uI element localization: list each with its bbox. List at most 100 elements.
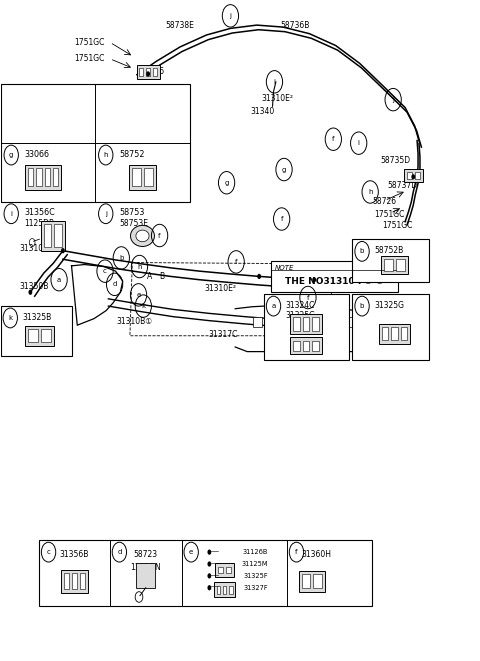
Text: 58735D: 58735D [381,157,410,165]
Bar [80,573,84,590]
Text: 1751GC: 1751GC [74,54,105,63]
Text: h: h [137,264,142,270]
Text: 1751GC: 1751GC [382,221,412,230]
Text: 33066: 33066 [24,150,49,159]
Bar [214,582,236,597]
Circle shape [207,561,211,566]
Bar [293,340,300,350]
Text: NOTE: NOTE [275,264,294,270]
Text: j: j [105,211,107,217]
Text: f: f [235,259,238,265]
Text: 58736B: 58736B [280,21,310,30]
Text: c: c [103,268,107,274]
Bar [226,566,231,573]
Text: B: B [159,272,164,281]
Bar [299,570,325,592]
Bar [290,337,322,354]
Bar [44,224,51,247]
Bar [137,65,159,79]
Ellipse shape [131,225,155,247]
Text: f: f [295,549,298,555]
Bar [293,317,300,330]
Bar [404,169,423,182]
Text: 31325B: 31325B [22,313,51,322]
Bar [25,326,54,346]
Bar [303,317,309,330]
Text: 31317C: 31317C [209,330,238,339]
Bar [401,327,407,340]
Text: b: b [119,255,123,261]
Text: e: e [136,292,141,298]
Text: 31325F: 31325F [243,573,268,579]
Text: 31350B: 31350B [20,282,49,291]
Text: f: f [280,216,283,222]
Bar [0,306,72,356]
Bar [36,168,42,186]
Text: k: k [8,315,12,321]
Bar [129,165,156,190]
Bar [218,566,223,573]
Text: 31356C: 31356C [24,208,55,217]
Bar [415,173,420,178]
Text: 31324C: 31324C [286,301,315,310]
Text: i: i [10,211,12,217]
Bar [28,168,34,186]
Text: b: b [360,249,364,254]
Bar [25,165,61,190]
Text: k: k [141,303,145,309]
Text: 31126B: 31126B [242,549,268,555]
Text: 58726: 58726 [141,67,165,76]
Bar [271,260,398,292]
Bar [285,317,294,327]
Text: g: g [225,180,229,186]
Bar [136,563,156,588]
Text: 31310E²: 31310E² [205,284,237,293]
Text: a: a [271,303,276,309]
Bar [215,563,234,576]
Text: g: g [9,152,13,158]
Text: 58753E: 58753E [119,219,148,228]
Bar [352,239,429,282]
Bar [72,573,77,590]
Bar [348,317,357,327]
Text: 1125DN: 1125DN [131,563,161,572]
Text: a: a [57,277,61,283]
Text: 58752B: 58752B [374,246,403,255]
Bar [144,168,153,186]
Bar [223,586,227,594]
Text: 58752: 58752 [119,150,144,159]
Text: h: h [368,189,372,195]
Bar [264,294,349,360]
Bar [382,327,388,340]
Bar [391,327,398,340]
Text: d: d [112,282,117,288]
Bar [132,168,141,186]
Text: 31356B: 31356B [60,550,89,559]
Text: 58753: 58753 [119,208,144,217]
Text: f: f [158,233,161,239]
Text: 31340: 31340 [251,107,275,116]
Bar [332,317,341,327]
Text: 58738E: 58738E [166,21,194,30]
Bar [384,259,393,271]
Bar [313,574,322,588]
Circle shape [312,277,316,282]
Text: g: g [282,167,286,173]
Bar [407,173,412,178]
Bar [64,573,69,590]
Text: 58726: 58726 [372,198,396,206]
Circle shape [207,549,211,555]
Bar [140,68,144,76]
Circle shape [146,71,150,77]
Text: h: h [104,152,108,158]
Text: j: j [229,13,231,19]
Text: 31125M: 31125M [241,561,268,567]
Text: A: A [147,272,153,281]
Text: f: f [332,136,335,142]
Bar [380,317,388,327]
Circle shape [28,290,32,295]
Text: 58737D: 58737D [388,181,418,190]
Bar [54,224,62,247]
Bar [290,314,322,334]
Bar [269,317,278,327]
